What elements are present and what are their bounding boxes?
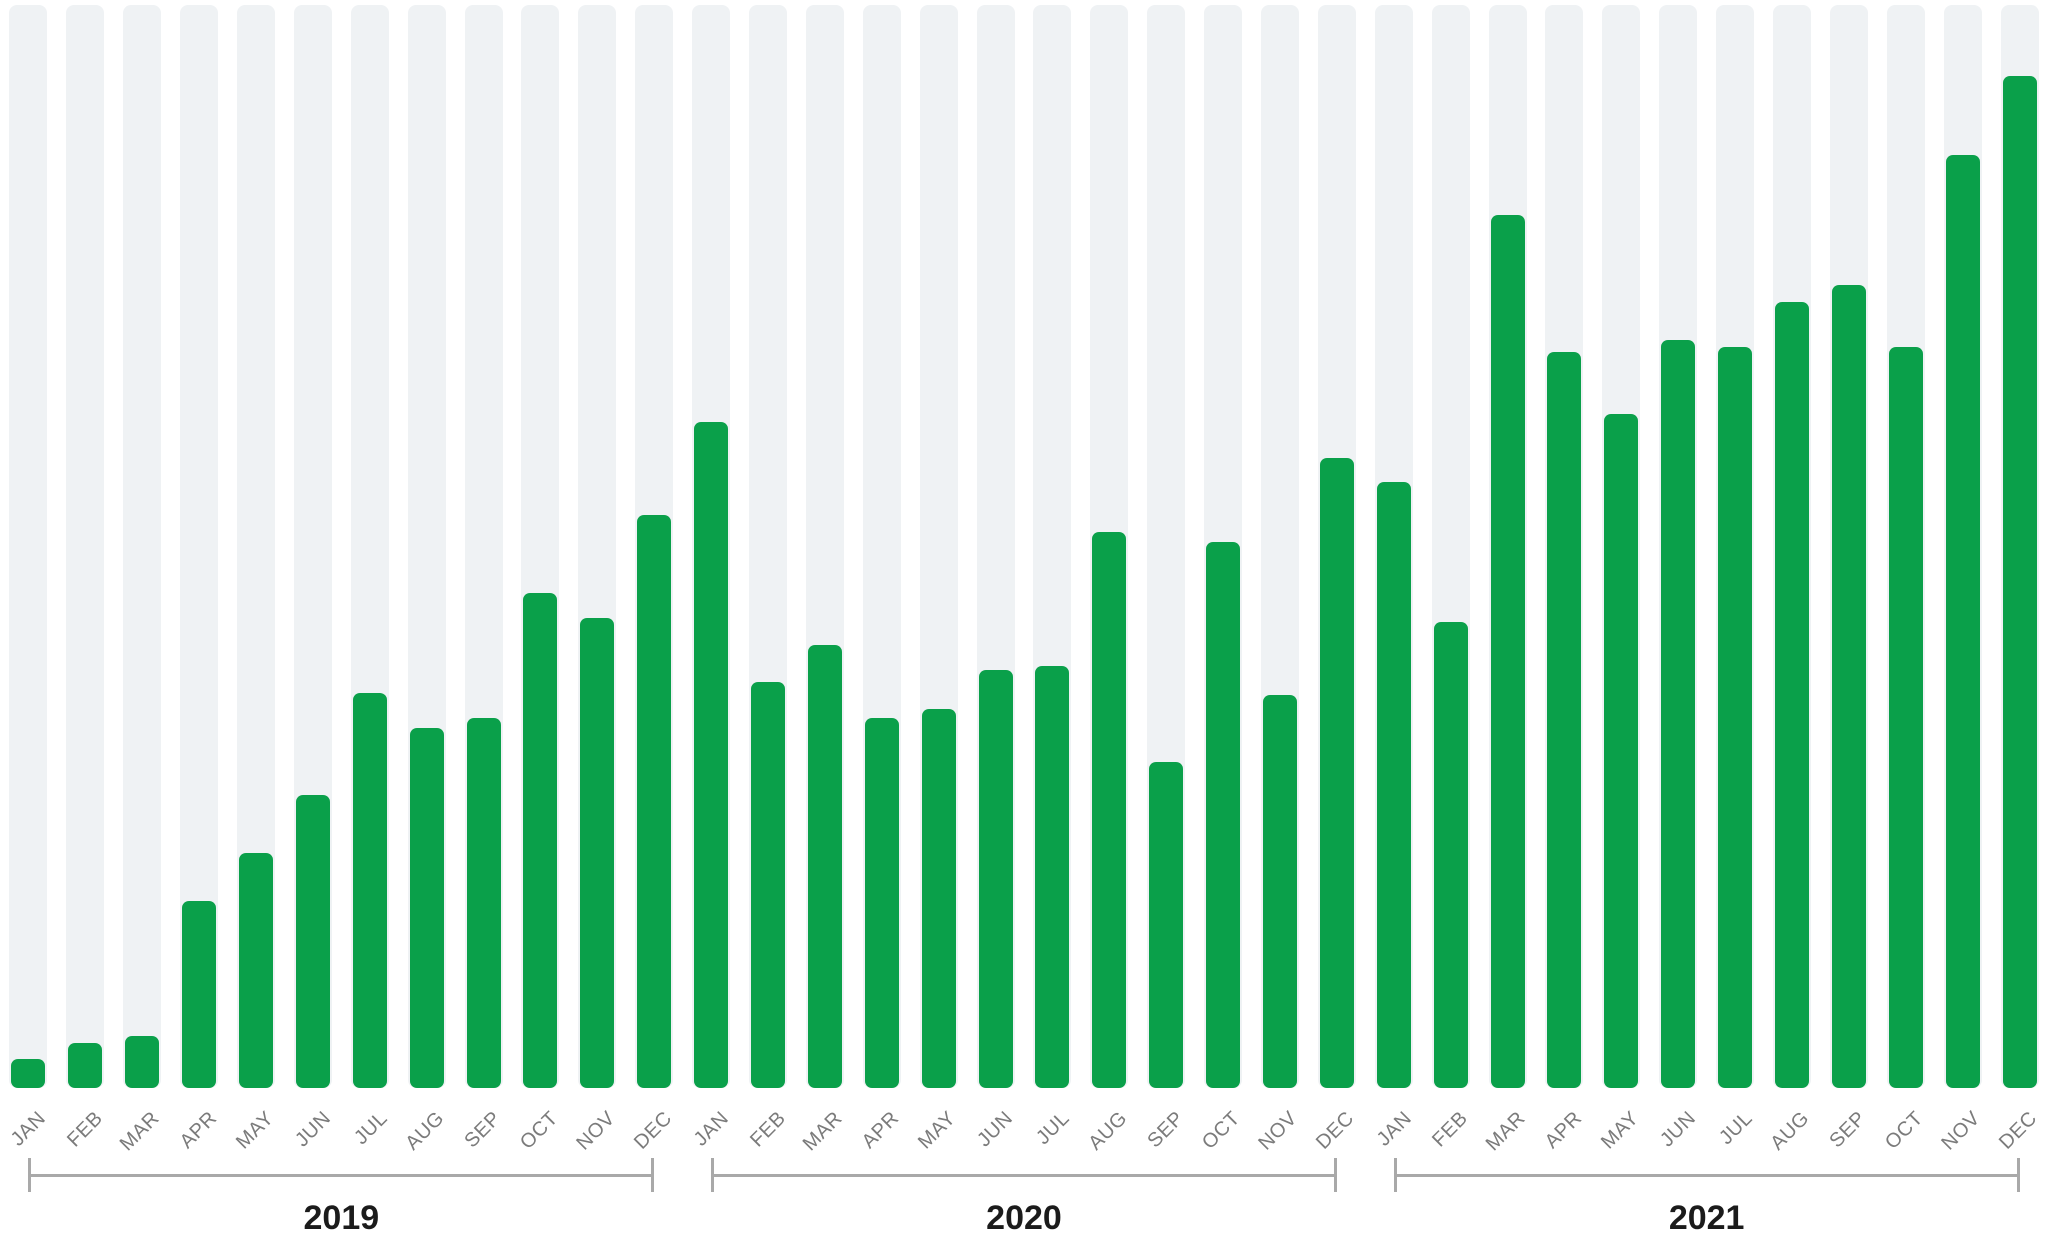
- bar-2021-mar: [1490, 215, 1525, 1088]
- background-stripe: [9, 5, 48, 1088]
- bar-2021-feb: [1433, 622, 1468, 1088]
- chart-column-2019-aug: [398, 0, 455, 1088]
- year-bracket-tick-right: [2016, 1158, 2020, 1192]
- chart-column-2021-oct: [1877, 0, 1934, 1088]
- bar-2020-aug: [1092, 532, 1127, 1088]
- year-bracket-tick-left: [28, 1158, 32, 1192]
- bar-2019-apr: [182, 901, 217, 1088]
- chart-column-2020-jun: [967, 0, 1024, 1088]
- chart-column-2020-sep: [1138, 0, 1195, 1088]
- chart-column-2019-nov: [569, 0, 626, 1088]
- chart-column-2021-apr: [1536, 0, 1593, 1088]
- bar-2020-feb: [751, 682, 786, 1088]
- bar-2020-mar: [807, 645, 842, 1088]
- bar-2019-jun: [295, 795, 330, 1088]
- chart-column-2019-sep: [455, 0, 512, 1088]
- bar-2019-jan: [11, 1059, 46, 1088]
- bar-2021-sep: [1831, 285, 1866, 1088]
- year-bracket-tick-left: [711, 1158, 715, 1192]
- bar-2021-dec: [2002, 76, 2037, 1088]
- year-axis: 2019 2020 2021: [0, 1088, 2048, 1239]
- bar-2021-nov: [1945, 155, 1980, 1088]
- bar-2020-sep: [1149, 762, 1184, 1088]
- bar-2019-mar: [125, 1036, 160, 1088]
- bar-2020-jan: [694, 422, 729, 1088]
- chart-column-2019-feb: [57, 0, 114, 1088]
- chart-column-2021-nov: [1934, 0, 1991, 1088]
- chart-column-2021-jun: [1650, 0, 1707, 1088]
- chart-column-2019-jan: [0, 0, 57, 1088]
- year-bracket-line: [1393, 1174, 2020, 1177]
- bar-2019-nov: [580, 618, 615, 1088]
- chart-column-2021-dec: [1991, 0, 2048, 1088]
- year-bracket-tick-left: [1393, 1158, 1397, 1192]
- year-bracket-2019: 2019: [28, 1088, 655, 1239]
- year-bracket-tick-right: [651, 1158, 655, 1192]
- chart-column-2021-mar: [1479, 0, 1536, 1088]
- chart-column-2020-oct: [1195, 0, 1252, 1088]
- chart-column-2020-mar: [796, 0, 853, 1088]
- bar-2019-aug: [409, 728, 444, 1088]
- chart-column-2021-jan: [1365, 0, 1422, 1088]
- chart-column-2019-jun: [284, 0, 341, 1088]
- chart-column-2019-may: [228, 0, 285, 1088]
- bar-2021-oct: [1888, 347, 1923, 1088]
- chart-column-2020-apr: [853, 0, 910, 1088]
- bar-2020-jun: [978, 670, 1013, 1088]
- bar-2020-apr: [864, 718, 899, 1088]
- chart-column-2020-aug: [1081, 0, 1138, 1088]
- chart-column-2020-feb: [740, 0, 797, 1088]
- year-label: 2020: [986, 1199, 1062, 1237]
- bar-2021-may: [1604, 414, 1639, 1088]
- chart-column-2020-nov: [1252, 0, 1309, 1088]
- bar-2020-oct: [1206, 542, 1241, 1088]
- year-bracket-2021: 2021: [1393, 1088, 2020, 1239]
- bar-2020-may: [921, 709, 956, 1088]
- bar-2020-nov: [1263, 695, 1298, 1088]
- chart-column-2019-dec: [626, 0, 683, 1088]
- chart-column-2019-apr: [171, 0, 228, 1088]
- bar-2019-sep: [466, 718, 501, 1088]
- bar-2019-feb: [68, 1043, 103, 1088]
- bar-2019-oct: [523, 593, 558, 1088]
- chart-column-2021-may: [1593, 0, 1650, 1088]
- chart-column-2021-feb: [1422, 0, 1479, 1088]
- bar-2021-jan: [1376, 482, 1411, 1088]
- bar-2020-dec: [1319, 458, 1354, 1088]
- year-label: 2019: [303, 1199, 380, 1237]
- year-label: 2021: [1668, 1199, 1745, 1237]
- chart-column-2021-sep: [1821, 0, 1878, 1088]
- chart-column-2019-oct: [512, 0, 569, 1088]
- background-stripe: [123, 5, 162, 1088]
- chart-column-2020-jul: [1024, 0, 1081, 1088]
- bar-2020-jul: [1035, 666, 1070, 1088]
- chart-column-2020-may: [910, 0, 967, 1088]
- chart-column-2020-jan: [683, 0, 740, 1088]
- bar-2021-apr: [1547, 352, 1582, 1088]
- year-bracket-line: [711, 1174, 1337, 1177]
- year-bracket-2020: 2020: [711, 1088, 1337, 1239]
- plot-area: [0, 0, 2048, 1088]
- bar-2019-jul: [352, 693, 387, 1088]
- chart-column-2021-aug: [1764, 0, 1821, 1088]
- bar-2019-may: [239, 853, 273, 1088]
- bar-2021-jun: [1661, 340, 1696, 1088]
- bar-2019-dec: [637, 515, 672, 1088]
- bar-2021-aug: [1775, 302, 1810, 1088]
- year-bracket-tick-right: [1333, 1158, 1337, 1192]
- background-stripe: [66, 5, 105, 1088]
- chart-column-2019-jul: [341, 0, 398, 1088]
- year-bracket-line: [28, 1174, 655, 1177]
- chart-column-2021-jul: [1707, 0, 1764, 1088]
- bar-2021-jul: [1718, 347, 1753, 1088]
- chart-column-2019-mar: [114, 0, 171, 1088]
- chart-column-2020-dec: [1308, 0, 1365, 1088]
